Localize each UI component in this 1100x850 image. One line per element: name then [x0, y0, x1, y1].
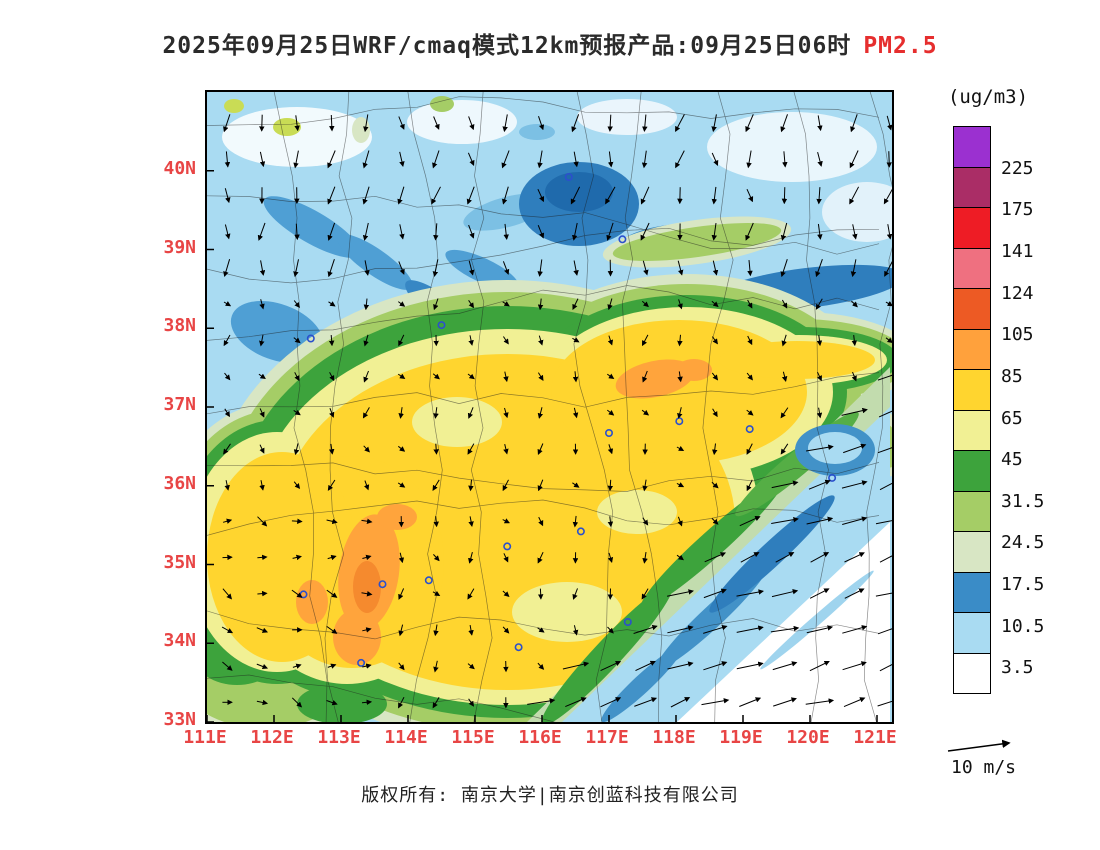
colorbar-cell — [953, 126, 991, 168]
lon-tick-label: 116E — [518, 727, 562, 748]
colorbar-tick-label: 124 — [1001, 282, 1034, 304]
city-marker — [514, 643, 523, 652]
colorbar-tick-label: 225 — [1001, 157, 1034, 179]
colorbar-cell — [953, 247, 991, 289]
lon-tick-label: 119E — [719, 727, 763, 748]
lon-tick-label: 121E — [853, 727, 897, 748]
lon-tick-label: 117E — [585, 727, 629, 748]
colorbar-tick-label: 3.5 — [1001, 657, 1034, 679]
colorbar-cell — [953, 166, 991, 208]
admin-boundaries — [207, 92, 892, 722]
city-marker — [623, 617, 632, 626]
lat-tick-label: 33N — [163, 709, 196, 730]
city-marker — [828, 473, 837, 482]
colorbar-cell — [953, 450, 991, 492]
lon-tick-label: 118E — [652, 727, 696, 748]
legend-arrow-icon — [947, 739, 1011, 752]
colorbar-cell — [953, 490, 991, 532]
colorbar-cell — [953, 652, 991, 694]
title-text: 2025年09月25日WRF/cmaq模式12km预报产品:09月25日06时 — [162, 33, 852, 59]
lat-tick-label: 36N — [163, 472, 196, 494]
lon-tick-label: 111E — [183, 727, 227, 748]
axis-ticks — [207, 170, 878, 722]
title-species-pm25: PM2.5 — [863, 33, 938, 59]
colorbar-tick-label: 17.5 — [1001, 574, 1045, 596]
wind-speed-legend-arrow — [947, 739, 1011, 752]
colorbar-tick-label: 24.5 — [1001, 532, 1045, 554]
lat-tick-label: 40N — [163, 157, 196, 179]
colorbar-cell — [953, 571, 991, 613]
city-marker — [378, 580, 387, 589]
wind-speed-legend-label: 10 m/s — [951, 757, 1017, 778]
colorbar-cell — [953, 328, 991, 370]
city-marker — [503, 542, 512, 551]
lat-tick-label: 35N — [163, 551, 196, 573]
colorbar-tick-label: 175 — [1001, 199, 1034, 221]
concentration-field — [207, 92, 892, 722]
colorbar-cell — [953, 531, 991, 573]
city-marker — [424, 576, 433, 585]
lon-tick-label: 113E — [317, 727, 361, 748]
colorbar-unit-label: (ug/m3) — [947, 86, 1029, 108]
colorbar-tick-label: 31.5 — [1001, 490, 1045, 512]
map-panel — [205, 90, 894, 724]
colorbar-tick-label: 10.5 — [1001, 615, 1045, 637]
pm25-concentration-map — [207, 92, 892, 722]
colorbar-tick-label: 65 — [1001, 407, 1023, 429]
city-marker — [618, 235, 627, 244]
figure-title: 2025年09月25日WRF/cmaq模式12km预报产品:09月25日06时 P… — [0, 26, 1100, 60]
colorbar-cell — [953, 409, 991, 451]
colorbar-tick-label: 85 — [1001, 365, 1023, 387]
lon-tick-label: 115E — [451, 727, 495, 748]
colorbar-tick-label: 45 — [1001, 449, 1023, 471]
colorbar-cell — [953, 288, 991, 330]
lon-tick-label: 120E — [786, 727, 830, 748]
lon-tick-label: 112E — [250, 727, 294, 748]
city-marker — [604, 428, 613, 437]
lat-tick-label: 39N — [163, 236, 196, 258]
wind-vectors — [221, 114, 892, 709]
colorbar — [953, 126, 991, 694]
colorbar-cell — [953, 612, 991, 654]
colorbar-tick-label: 105 — [1001, 324, 1034, 346]
lat-tick-label: 38N — [163, 315, 196, 337]
city-marker — [745, 425, 754, 434]
lat-tick-label: 37N — [163, 394, 196, 415]
colorbar-cell — [953, 369, 991, 411]
city-marker — [437, 321, 446, 330]
colorbar-cell — [953, 207, 991, 249]
copyright-text: 版权所有: 南京大学|南京创蓝科技有限公司 — [361, 785, 739, 806]
lat-tick-label: 34N — [163, 630, 196, 652]
city-marker — [306, 334, 315, 343]
city-marker — [576, 527, 585, 536]
lon-tick-label: 114E — [384, 727, 428, 748]
city-marker — [564, 173, 573, 182]
colorbar-tick-label: 141 — [1001, 240, 1034, 262]
city-marker — [357, 658, 366, 667]
